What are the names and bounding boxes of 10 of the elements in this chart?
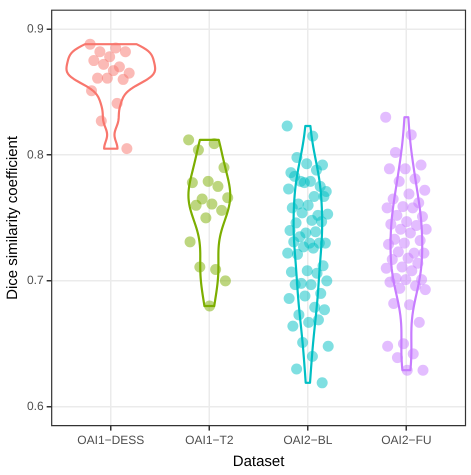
x-tick-label: OAI1−T2 — [185, 433, 234, 448]
y-tick-label: 0.8 — [26, 147, 44, 162]
y-axis-title: Dice similarity coefficient — [4, 135, 22, 300]
x-tick-label: OAI1−DESS — [77, 433, 144, 448]
y-tick-label: 0.6 — [26, 399, 44, 414]
y-tick-label: 0.7 — [26, 273, 44, 288]
x-axis-title: Dataset — [232, 453, 286, 470]
y-tick-label: 0.9 — [26, 21, 44, 36]
x-tick-label: OAI2−FU — [381, 433, 432, 448]
x-tick-label: OAI2−BL — [283, 433, 333, 448]
